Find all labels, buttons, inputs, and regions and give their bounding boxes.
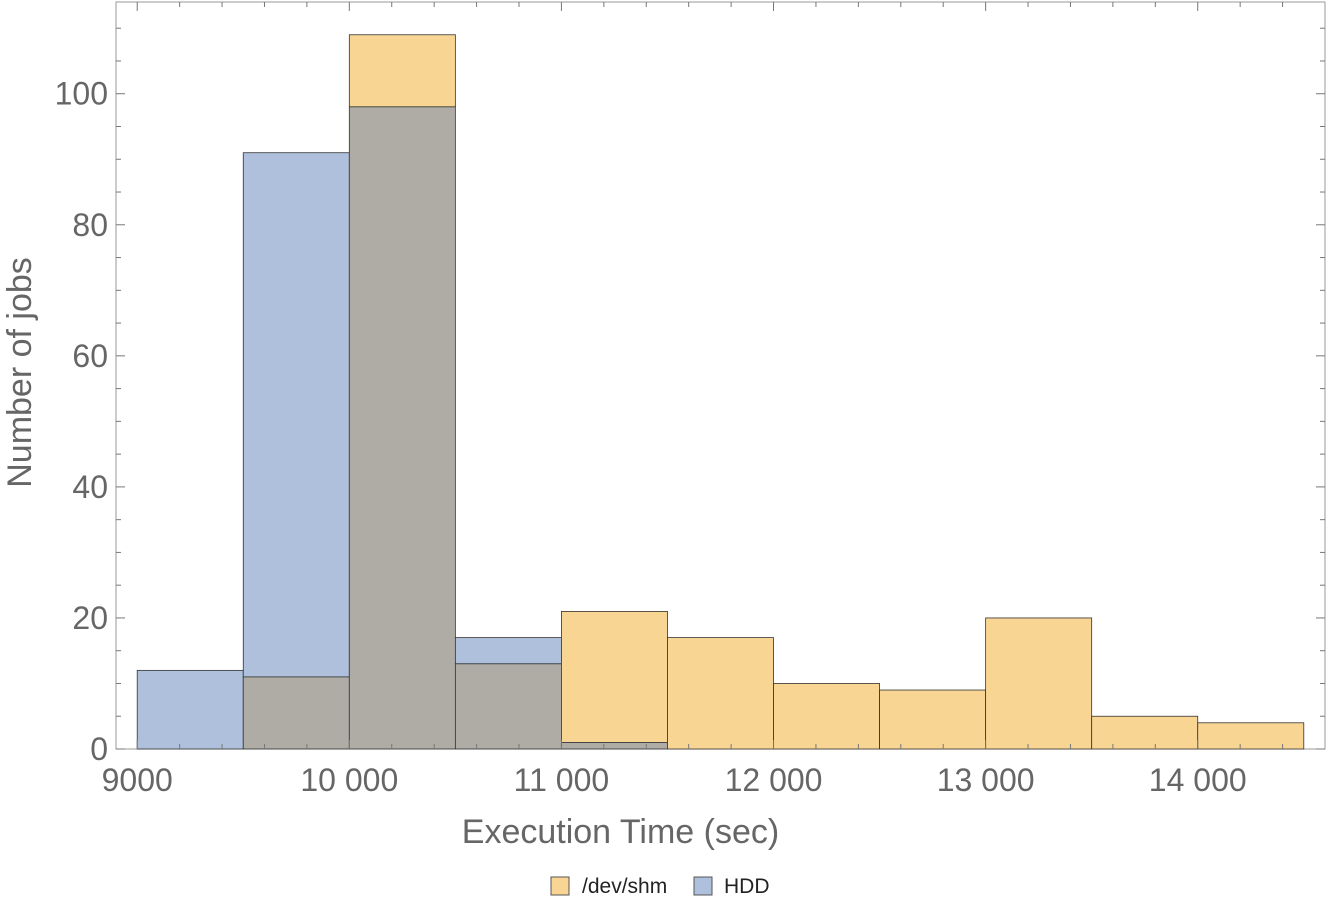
bar-overlap-9500 — [242, 676, 350, 750]
legend-label-hdd: HDD — [724, 875, 770, 898]
x-tick-labels: 9000 10 000 11 000 12 000 13 000 14 000 — [102, 762, 1247, 798]
bar-dev-shm-13500 — [1091, 715, 1199, 750]
bar-hdd-10500 — [454, 637, 562, 665]
x-axis-title: Execution Time (sec) — [462, 813, 779, 851]
x-tick-label: 9000 — [102, 762, 173, 798]
bar-dev-shm-10000 — [348, 34, 456, 108]
legend-swatch-hdd — [693, 876, 713, 896]
y-tick-label: 20 — [72, 600, 108, 636]
x-tick-label: 10 000 — [300, 762, 398, 798]
bar-dev-shm-14000 — [1197, 722, 1305, 750]
y-tick-label: 100 — [55, 76, 108, 112]
y-tick-label: 40 — [72, 469, 108, 505]
x-tick-label: 11 000 — [514, 762, 610, 798]
bar-overlap-11000 — [561, 742, 668, 750]
legend: /dev/shm HDD — [550, 875, 770, 898]
bar-overlap-10000 — [348, 106, 456, 750]
bar-dev-shm-11000 — [561, 610, 668, 743]
bar-hdd-9000 — [136, 669, 244, 750]
y-tick-label: 60 — [72, 338, 108, 374]
x-tick-label: 14 000 — [1149, 762, 1247, 798]
legend-label-dev-shm: /dev/shm — [582, 875, 667, 898]
bar-overlap-10500 — [454, 663, 562, 750]
bar-dev-shm-11500 — [667, 637, 774, 750]
legend-swatch-dev-shm — [550, 876, 570, 896]
y-tick-label: 80 — [72, 207, 108, 243]
ticks-layer — [116, 2, 1325, 750]
x-tick-label: 13 000 — [937, 762, 1035, 798]
bar-dev-shm-12500 — [879, 689, 987, 750]
bars-layer — [136, 34, 1305, 750]
x-tick-label: 12 000 — [725, 762, 823, 798]
bar-dev-shm-12000 — [773, 683, 880, 750]
y-tick-labels: 0 20 40 60 80 100 — [55, 76, 108, 767]
bar-hdd-9500 — [242, 152, 350, 678]
y-axis-title: Number of jobs — [1, 257, 39, 488]
bar-dev-shm-13000 — [985, 617, 1093, 750]
y-tick-label: 0 — [90, 731, 108, 767]
